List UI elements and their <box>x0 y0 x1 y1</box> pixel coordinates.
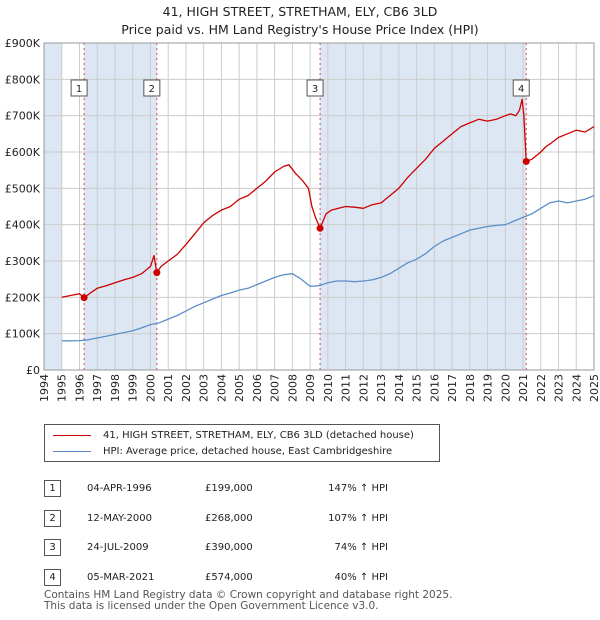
shaded-band <box>84 43 157 370</box>
y-tick-label: £0 <box>26 364 40 377</box>
y-tick-label: £900K <box>5 37 41 50</box>
x-tick-label: 2019 <box>482 374 495 402</box>
shaded-band <box>44 43 62 370</box>
sale-hpi-change: 74% ↑ HPI <box>334 542 388 554</box>
sale-point <box>522 157 530 165</box>
sale-point <box>80 294 88 302</box>
y-tick-label: £500K <box>5 182 41 195</box>
sale-hpi-change: 40% ↑ HPI <box>334 571 388 583</box>
x-tick-label: 2004 <box>215 374 228 402</box>
sale-price: £268,000 <box>205 512 253 524</box>
table-row: 4 05-MAR-2021 £574,000 40% ↑ HPI <box>44 563 388 593</box>
x-tick-label: 2015 <box>411 374 424 402</box>
series-line-property <box>61 98 595 299</box>
x-tick-label: 2009 <box>304 374 317 402</box>
sale-label-box <box>512 79 530 97</box>
y-tick-label: £100K <box>5 328 41 341</box>
x-tick-label: 2014 <box>393 374 406 402</box>
x-tick-label: 2021 <box>517 374 530 402</box>
sale-label-box <box>70 79 88 97</box>
x-tick-label: 2000 <box>144 374 157 402</box>
sale-number: 2 <box>44 509 61 527</box>
table-row: 3 24-JUL-2009 £390,000 74% ↑ HPI <box>44 533 388 563</box>
x-tick-label: 2012 <box>357 374 370 402</box>
x-tick-label: 2020 <box>499 374 512 402</box>
footer-copyright: Contains HM Land Registry data © Crown c… <box>44 589 453 601</box>
sale-label-number: 3 <box>312 84 318 95</box>
plot-area <box>43 42 595 371</box>
sale-price: £574,000 <box>205 571 253 583</box>
x-tick-label: 2011 <box>340 374 353 402</box>
x-tick-label: 2018 <box>464 374 477 402</box>
x-tick-label: 1999 <box>127 374 140 402</box>
sale-date: 04-APR-1996 <box>87 483 152 495</box>
legend-swatch-property <box>53 434 91 436</box>
sale-hpi-change: 107% ↑ HPI <box>328 512 388 524</box>
y-tick-label: £800K <box>5 73 41 86</box>
sales-table: 1 04-APR-1996 £199,000 147% ↑ HPI 2 12-M… <box>44 474 388 592</box>
sale-hpi-change: 147% ↑ HPI <box>328 483 388 495</box>
sale-number: 1 <box>44 480 61 498</box>
sale-label-number: 2 <box>149 84 155 95</box>
x-tick-label: 2013 <box>375 374 388 402</box>
x-tick-label: 2007 <box>269 374 282 402</box>
chart-title-line2: Price paid vs. HM Land Registry's House … <box>121 22 479 37</box>
x-tick-label: 2016 <box>428 374 441 402</box>
y-tick-label: £600K <box>5 146 41 159</box>
x-tick-label: 2005 <box>233 374 246 402</box>
x-tick-label: 2006 <box>251 374 264 402</box>
price-chart: £0 £100K £200K £300K £400K £500K £600K £700K £80… <box>5 37 600 402</box>
legend-item-property: 41, HIGH STREET, STRETHAM, ELY, CB6 3LD … <box>53 428 414 442</box>
x-tick-label: 2001 <box>162 374 175 402</box>
sale-point <box>153 269 161 277</box>
sale-label-number: 1 <box>76 84 82 95</box>
sale-date: 24-JUL-2009 <box>87 542 149 554</box>
y-tick-label: £700K <box>5 110 41 123</box>
x-tick-label: 2003 <box>198 374 211 402</box>
sale-price: £199,000 <box>205 483 253 495</box>
x-tick-label: 2023 <box>553 374 566 402</box>
x-tick-label: 2008 <box>286 374 299 402</box>
x-tick-label: 2010 <box>322 374 335 402</box>
x-tick-label: 2017 <box>446 374 459 402</box>
legend-label-property: 41, HIGH STREET, STRETHAM, ELY, CB6 3LD … <box>103 429 414 441</box>
legend-item-hpi: HPI: Average price, detached house, East… <box>53 444 392 458</box>
footer: Contains HM Land Registry data © Crown c… <box>44 590 452 612</box>
x-tick-label: 2024 <box>570 374 583 402</box>
x-tick-label: 2002 <box>180 374 193 402</box>
table-row: 2 12-MAY-2000 £268,000 107% ↑ HPI <box>44 504 388 534</box>
table-row: 1 04-APR-1996 £199,000 147% ↑ HPI <box>44 474 388 504</box>
x-tick-label: 1998 <box>109 374 122 402</box>
legend-label-hpi: HPI: Average price, detached house, East… <box>103 445 393 457</box>
y-tick-label: £300K <box>5 255 41 268</box>
sale-label-number: 4 <box>518 84 524 95</box>
chart-title-line1: 41, HIGH STREET, STRETHAM, ELY, CB6 3LD <box>162 4 438 19</box>
x-tick-label: 1995 <box>56 374 69 402</box>
series-line-hpi <box>61 194 595 342</box>
x-tick-label: 2025 <box>588 374 600 402</box>
sale-price: £390,000 <box>205 542 253 554</box>
shaded-band <box>320 43 527 370</box>
sale-number: 3 <box>44 539 61 557</box>
sale-point <box>316 224 324 232</box>
footer-licence: This data is licensed under the Open Gov… <box>44 600 379 612</box>
sale-date: 05-MAR-2021 <box>87 571 155 583</box>
y-tick-label: £400K <box>5 219 41 232</box>
y-tick-label: £200K <box>5 291 41 304</box>
x-tick-label: 1997 <box>91 374 104 402</box>
legend-swatch-hpi <box>53 450 91 452</box>
sale-number: 4 <box>44 568 61 586</box>
sale-label-box <box>143 79 161 97</box>
sale-label-box <box>306 79 324 97</box>
x-tick-label: 1996 <box>73 374 86 402</box>
sale-date: 12-MAY-2000 <box>87 512 153 524</box>
x-tick-label: 2022 <box>535 374 548 402</box>
legend: 41, HIGH STREET, STRETHAM, ELY, CB6 3LD … <box>44 424 440 462</box>
x-tick-label: 1994 <box>38 374 51 402</box>
